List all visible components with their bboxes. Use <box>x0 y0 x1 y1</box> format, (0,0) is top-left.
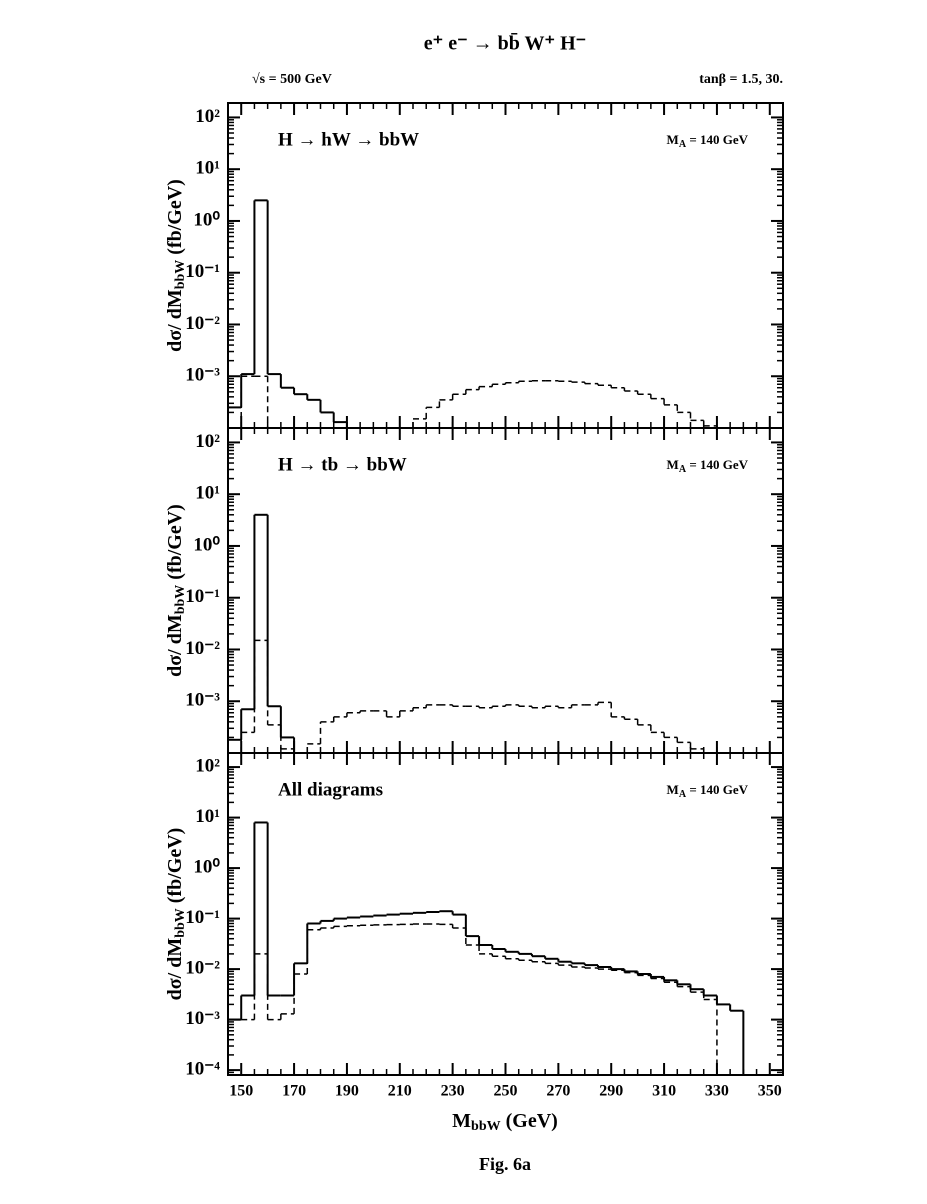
y-axis-label: dσ/ dMbbW (fb/GeV) <box>164 179 189 352</box>
y-label-sub: bbW <box>173 908 188 938</box>
y-label-unit: (fb/GeV) <box>164 828 186 909</box>
y-label-main: dσ/ dM <box>164 614 186 677</box>
x-tick-label: 210 <box>388 1083 412 1100</box>
x-label-unit: (GeV) <box>501 1110 558 1132</box>
energy-label: √s = 500 GeV <box>252 72 332 87</box>
panel-frame <box>227 102 784 429</box>
mass-label-sub: A <box>679 789 687 800</box>
y-label-unit: (fb/GeV) <box>164 179 186 260</box>
y-tick-label: 10⁻⁴ <box>185 1058 220 1079</box>
y-tick-label: 10¹ <box>195 806 220 827</box>
y-tick-label: 10⁰ <box>193 209 220 230</box>
mass-label-sub: A <box>679 139 687 150</box>
y-label-main: dσ/ dM <box>164 289 186 352</box>
y-tick-label: 10⁰ <box>193 534 220 555</box>
x-label-main: M <box>452 1110 471 1132</box>
x-tick-label: 330 <box>705 1083 729 1100</box>
y-axis-label: dσ/ dMbbW (fb/GeV) <box>164 828 189 1001</box>
mass-label: MA = 140 GeV <box>667 782 749 800</box>
x-tick-label: 310 <box>652 1083 676 1100</box>
y-tick-label: 10⁻¹ <box>185 261 220 282</box>
y-tick-label: 10⁻² <box>185 957 220 978</box>
caption: Fig. 6a <box>479 1154 531 1174</box>
y-tick-label: 10¹ <box>195 483 220 504</box>
y-tick-label: 10⁻² <box>185 638 220 659</box>
x-tick-label: 170 <box>282 1083 306 1100</box>
y-tick-label: 10² <box>195 431 220 452</box>
y-tick-label: 10⁰ <box>193 856 220 877</box>
y-label-sub: bbW <box>173 260 188 290</box>
y-label-unit: (fb/GeV) <box>164 504 186 585</box>
x-tick-label: 230 <box>441 1083 465 1100</box>
panel-annotation: H → hW → bbW <box>278 129 419 150</box>
plot-area <box>228 199 718 428</box>
mass-label-rest: = 140 GeV <box>686 457 749 472</box>
y-axis-label: dσ/ dMbbW (fb/GeV) <box>164 504 189 677</box>
figure-title: e⁺ e⁻ → bb̄ W⁺ H⁻ <box>424 32 586 55</box>
x-tick-label: 290 <box>599 1083 623 1100</box>
y-label-main: dσ/ dM <box>164 938 186 1001</box>
mass-label-main: M <box>667 457 679 472</box>
mass-label-main: M <box>667 782 679 797</box>
y-tick-label: 10⁻³ <box>185 690 220 711</box>
y-tick-label: 10² <box>195 106 220 127</box>
plot-area <box>228 821 745 1075</box>
plot-area <box>228 513 705 753</box>
panel-annotation: All diagrams <box>278 779 383 800</box>
y-tick-label: 10¹ <box>195 158 220 179</box>
tan-beta-label: tanβ = 1.5, 30. <box>699 72 783 87</box>
mass-label: MA = 140 GeV <box>667 132 749 150</box>
mass-label-rest: = 140 GeV <box>686 132 749 147</box>
x-tick-label: 250 <box>494 1083 518 1100</box>
y-tick-label: 10⁻³ <box>185 1008 220 1029</box>
y-tick-label: 10⁻¹ <box>185 586 220 607</box>
panel-frame <box>227 752 784 1076</box>
panel-annotation: H → tb → bbW <box>278 454 407 475</box>
mass-label: MA = 140 GeV <box>667 457 749 475</box>
x-tick-label: 190 <box>335 1083 359 1100</box>
x-axis-label: MbbW (GeV) <box>452 1110 558 1135</box>
y-tick-label: 10² <box>195 755 220 776</box>
mass-label-rest: = 140 GeV <box>686 782 749 797</box>
x-tick-label: 350 <box>758 1083 782 1100</box>
y-tick-label: 10⁻¹ <box>185 907 220 928</box>
x-label-sub: bbW <box>471 1119 501 1134</box>
y-tick-label: 10⁻³ <box>185 365 220 386</box>
y-label-sub: bbW <box>173 585 188 615</box>
x-tick-label: 270 <box>546 1083 570 1100</box>
mass-label-sub: A <box>679 464 687 475</box>
mass-label-main: M <box>667 132 679 147</box>
x-tick-label: 150 <box>229 1083 253 1100</box>
y-tick-label: 10⁻² <box>185 313 220 334</box>
